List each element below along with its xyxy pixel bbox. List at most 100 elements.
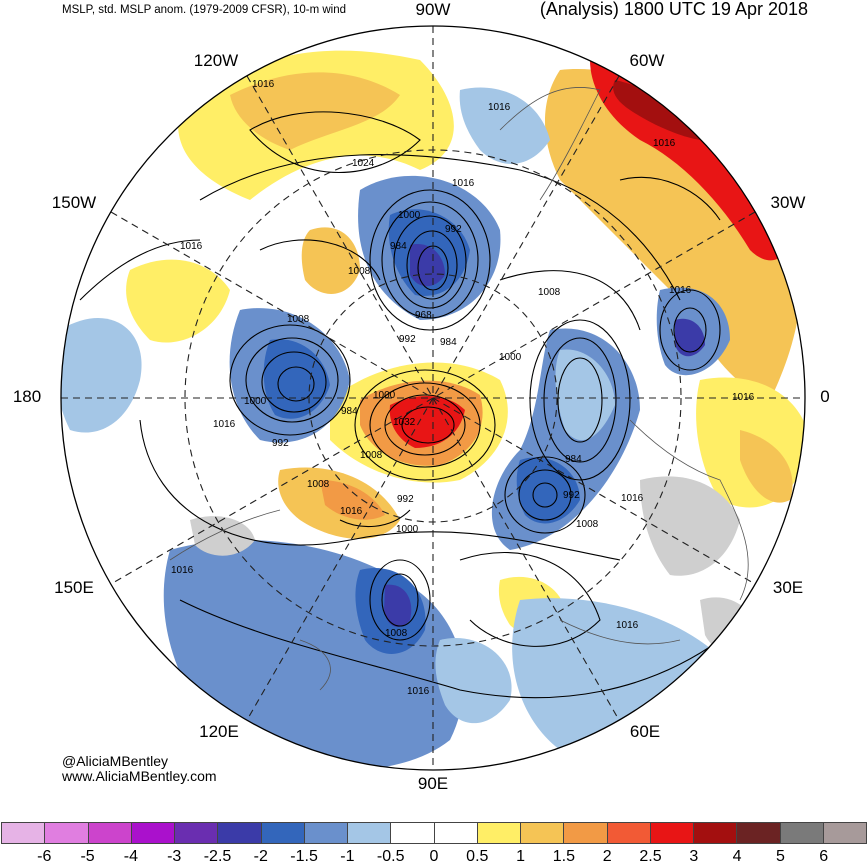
isobar-label: 1008 [360, 450, 383, 461]
colorbar-swatch [1, 822, 46, 844]
map-title: MSLP, std. MSLP anom. (1979-2009 CFSR), … [62, 4, 347, 16]
colorbar-tick-label: -0.5 [376, 848, 405, 865]
colorbar-swatch [477, 822, 521, 844]
lon-label-150w: 150W [51, 193, 97, 212]
colorbar-swatch [218, 822, 262, 844]
colorbar-tick-label: -2.5 [203, 848, 232, 865]
colorbar-swatch [823, 822, 867, 844]
isobar-contours [79, 111, 721, 699]
colorbar-tick-label: -3 [167, 848, 182, 865]
isobar-label: 1024 [352, 158, 375, 169]
polar-map: 1016 1016 1016 1024 1016 1000 992 984 10… [60, 25, 806, 771]
isobar-label: 1000 [373, 390, 396, 401]
isobar-label: 1016 [621, 493, 644, 504]
coastlines [169, 87, 749, 691]
lon-label-180: 180 [12, 387, 42, 406]
isobar-label: 992 [272, 438, 289, 449]
isobar-label: 1008 [576, 519, 599, 530]
colorbar-swatch [391, 822, 435, 844]
isobar-label: 1016 [171, 565, 194, 576]
lon-label-150e: 150E [54, 578, 94, 597]
lon-label-60w: 60W [629, 51, 665, 70]
colorbar-tick-label: 2 [602, 848, 612, 865]
colorbar-tick-label: -1.5 [290, 848, 318, 865]
isobar-label: 992 [445, 224, 462, 235]
colorbar-swatch [45, 822, 89, 844]
colorbar-tick-label: 0.5 [466, 848, 489, 865]
author-handle: @AliciaMBentley [62, 753, 169, 769]
colorbar-tick-label: 0 [429, 848, 439, 865]
isobar-labels: 1016 1016 1016 1024 1016 1000 992 984 10… [171, 79, 755, 697]
isobar-label: 992 [397, 494, 414, 505]
colorbar-swatch [131, 822, 175, 844]
colorbar-swatch [780, 822, 824, 844]
isobar-label: 1016 [340, 506, 363, 517]
colorbar-swatch [737, 822, 781, 844]
colorbar-swatch [607, 822, 651, 844]
isobar-label: 1016 [616, 620, 639, 631]
isobar-label: 992 [563, 490, 580, 501]
colorbar-tick-label: 1 [516, 848, 526, 865]
isobar-label: 992 [399, 334, 416, 345]
isobar-label: 1016 [669, 285, 692, 296]
colorbar-tick-label: -2 [253, 848, 268, 865]
isobar-label: 1008 [385, 628, 408, 639]
lon-label-120e: 120E [199, 722, 239, 741]
author-website: www.AliciaMBentley.com [62, 768, 217, 784]
lon-label-0: 0 [820, 387, 830, 406]
colorbar-swatch [261, 822, 305, 844]
isobar-label: 1016 [488, 102, 511, 113]
isobar-label: 1000 [244, 396, 267, 407]
isobar-label: 1008 [348, 266, 371, 277]
isobar-label: 1008 [538, 287, 561, 298]
anomaly-colorbar [1, 822, 867, 844]
colorbar-swatch [434, 822, 478, 844]
isobar-label: 1016 [452, 178, 475, 189]
colorbar-tick-label: -6 [37, 848, 52, 865]
colorbar-swatch [348, 822, 392, 844]
isobar-label: 1008 [307, 479, 330, 490]
isobar-label: 1016 [732, 392, 755, 403]
analysis-time-title: (Analysis) 1800 UTC 19 Apr 2018 [539, 0, 808, 19]
colorbar-swatch [521, 822, 565, 844]
colorbar-tick-label: -1 [340, 848, 355, 865]
colorbar-tick-label: -4 [123, 848, 139, 865]
isobar-label: 984 [390, 241, 407, 252]
map-boundary [60, 25, 806, 771]
colorbar-swatch [304, 822, 348, 844]
colorbar-swatch [650, 822, 694, 844]
isobar-label: 1032 [393, 417, 416, 428]
isobar-label: 984 [565, 454, 582, 465]
isobar-label: 984 [341, 406, 358, 417]
lon-label-120w: 120W [193, 51, 239, 70]
colorbar-swatch [88, 822, 132, 844]
isobar-label: 1016 [252, 79, 275, 90]
isobar-label: 1016 [407, 686, 430, 697]
lon-label-60e: 60E [629, 722, 661, 741]
colorbar-swatch [564, 822, 608, 844]
colorbar-tick-label: 3 [689, 848, 699, 865]
isobar-label: 1000 [499, 352, 522, 363]
isobar-label: 1008 [287, 314, 310, 325]
lon-label-30w: 30W [770, 193, 806, 212]
colorbar-tick-label: 2.5 [639, 848, 662, 865]
colorbar-tick-label: 5 [775, 848, 785, 865]
isobar-label: 968 [415, 310, 432, 321]
isobar-label: 1016 [653, 138, 676, 149]
colorbar-tick-labels: -6 -5 -4 -3 -2.5 -2 -1.5 -1 -0.5 0 0.5 1 1.5 2 2.5 3 4 5 6 [0, 848, 868, 866]
graticule [61, 26, 805, 770]
colorbar-swatch [175, 822, 219, 844]
isobar-label: 1000 [398, 210, 421, 221]
colorbar-tick-label: 1.5 [552, 848, 576, 865]
isobar-label: 1016 [180, 241, 203, 252]
isobar-label: 1016 [213, 419, 236, 430]
isobar-label: 1000 [396, 524, 419, 535]
isobar-label: 984 [440, 337, 457, 348]
lon-label-30e: 30E [772, 578, 804, 597]
lon-label-90e: 90E [417, 774, 449, 793]
colorbar-tick-label: 4 [732, 848, 742, 865]
lon-label-90w: 90W [415, 0, 451, 19]
colorbar-tick-label: -5 [80, 848, 95, 865]
colorbar-tick-label: 6 [819, 848, 829, 865]
colorbar-swatch [694, 822, 738, 844]
